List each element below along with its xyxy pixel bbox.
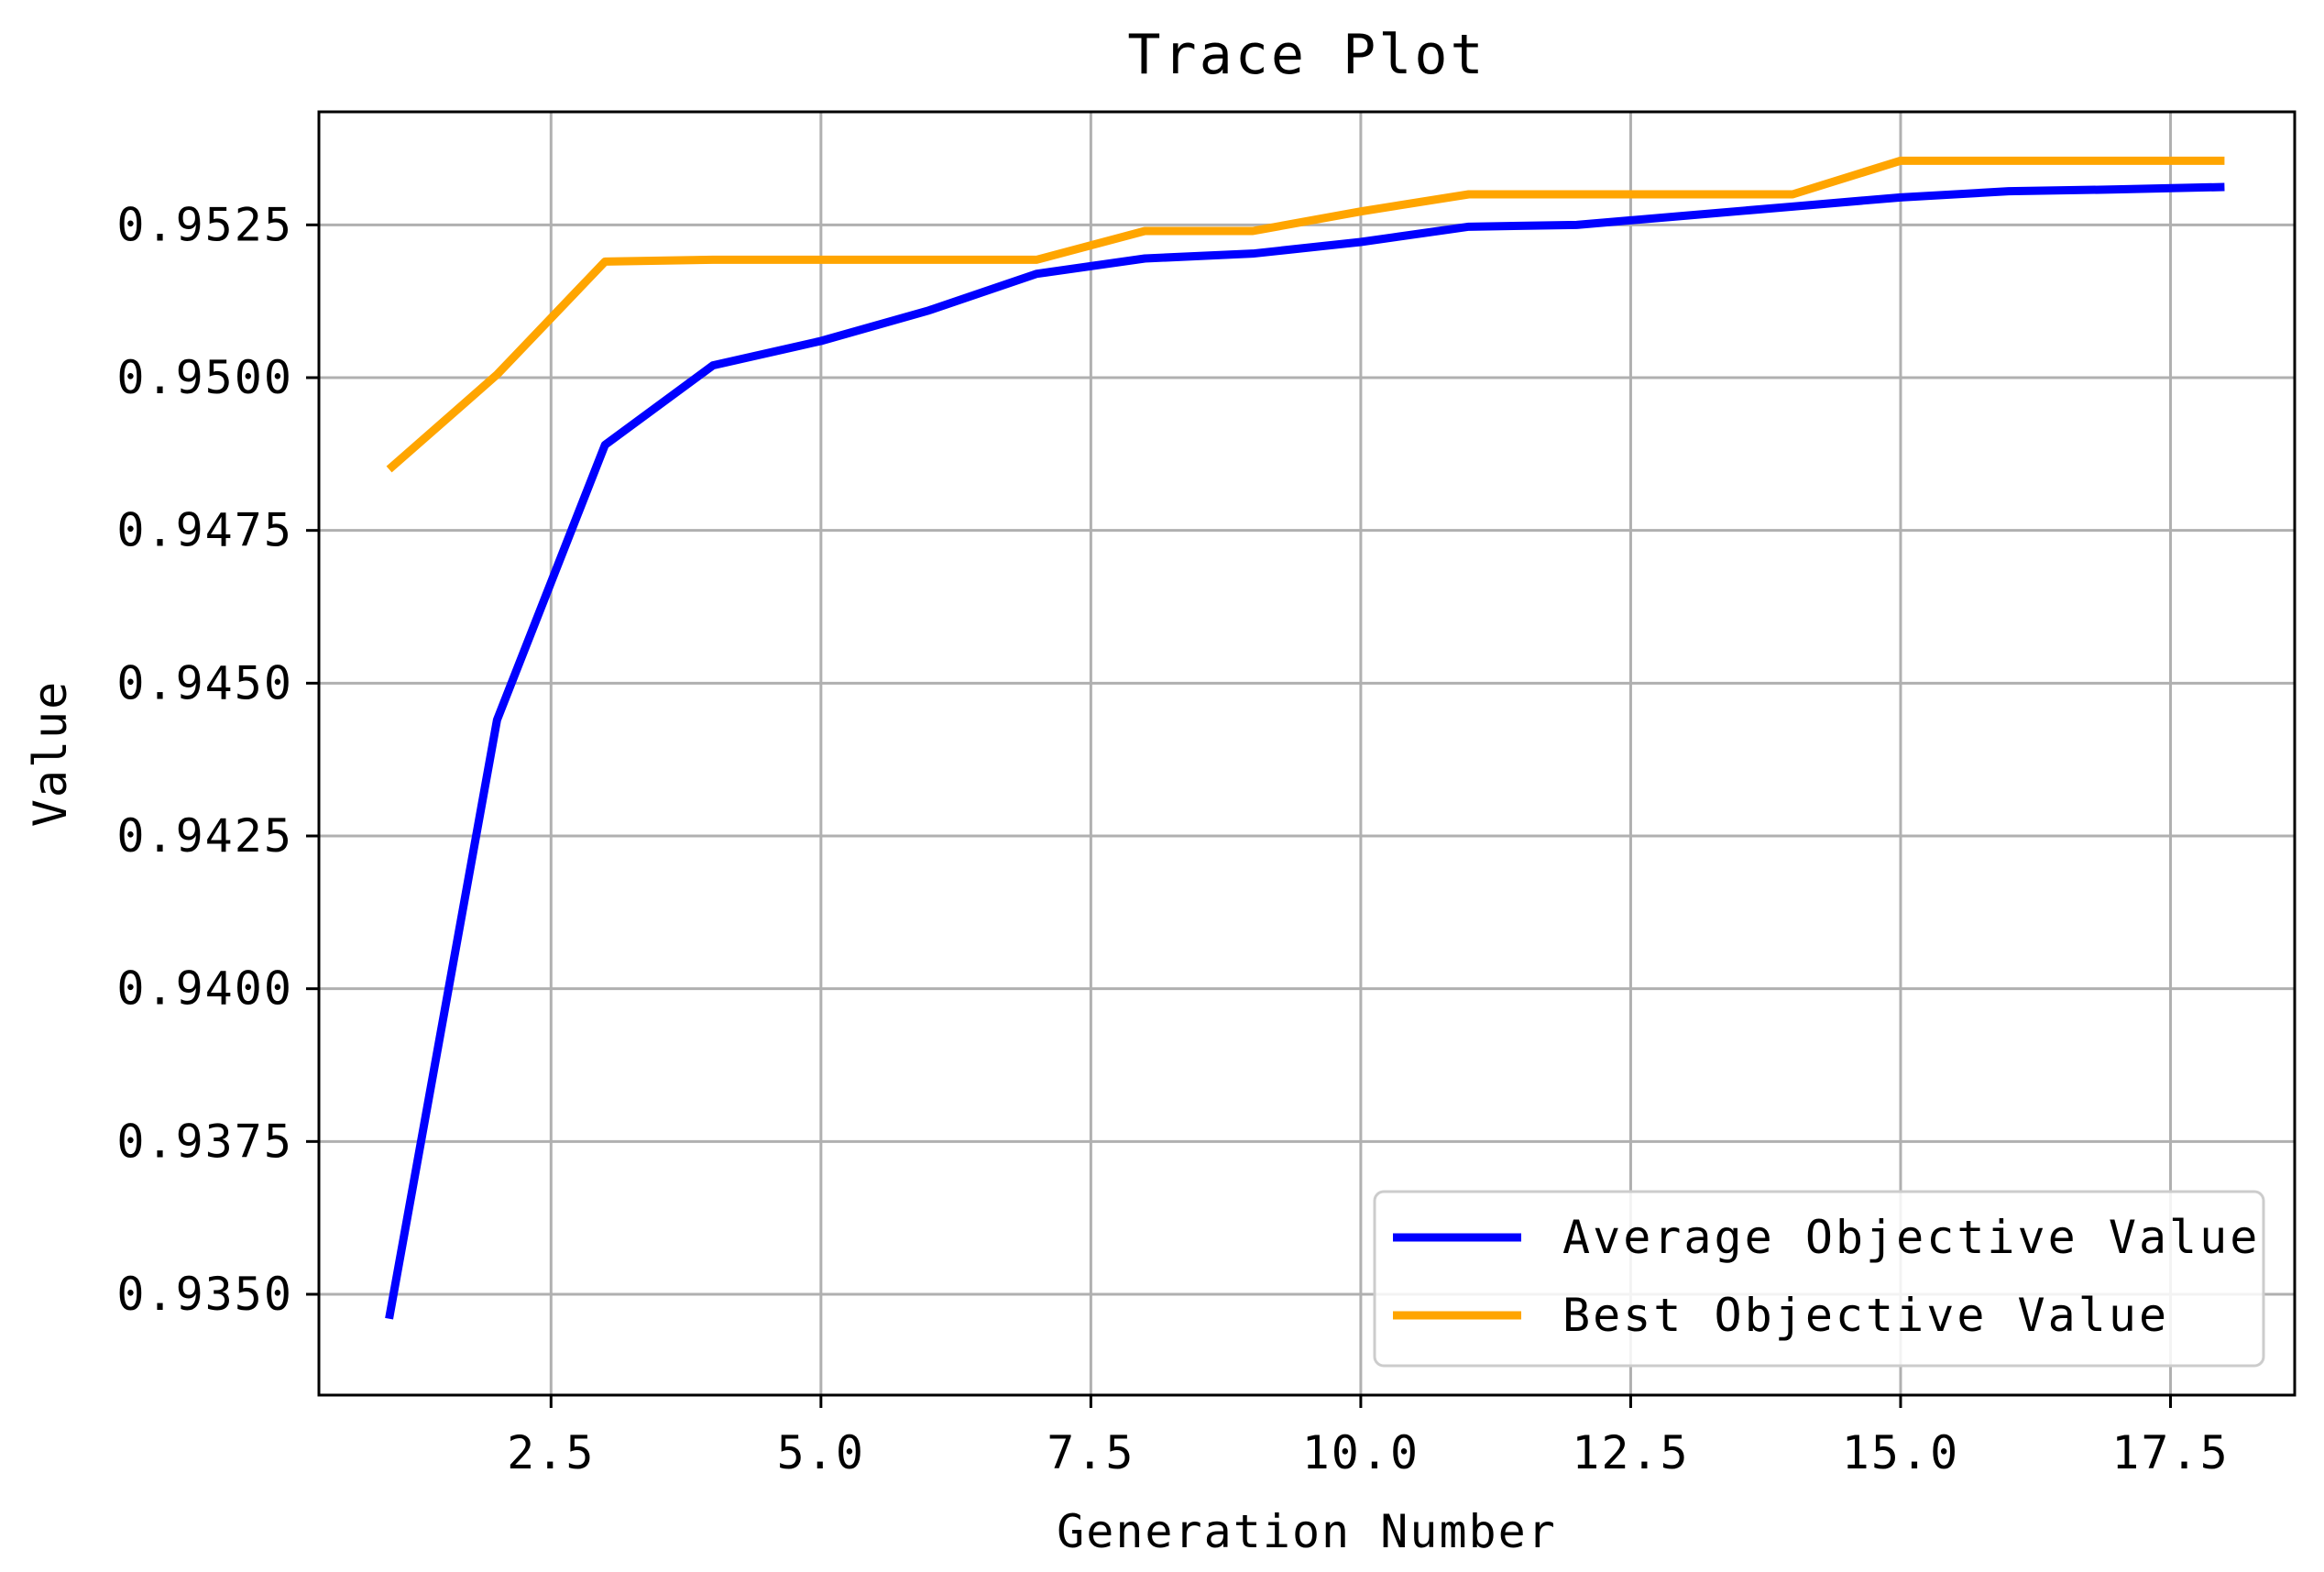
legend: Average Objective Value Best Objective V… xyxy=(1373,1190,2265,1368)
legend-label-best: Best Objective Value xyxy=(1562,1289,2169,1342)
x-tick-label: 15.0 xyxy=(1842,1426,1959,1479)
series-line-best xyxy=(386,156,2225,473)
x-axis-label: Generation Number xyxy=(1057,1505,1557,1558)
series-line-average xyxy=(385,182,2225,1320)
plot-frame xyxy=(317,110,2297,1397)
y-tick-label: 0.9375 xyxy=(116,1115,293,1168)
y-tick-label: 0.9425 xyxy=(116,809,293,863)
series-layer xyxy=(385,156,2225,1320)
y-tick-label: 0.9450 xyxy=(116,656,293,709)
tick-layer: 2.5 5.0 7.5 10.0 12.5 15.0 17.5 0.9350 0.9375 0.9… xyxy=(116,198,2229,1479)
legend-box xyxy=(1373,1190,2265,1368)
chart-title: Trace Plot xyxy=(1127,23,1485,87)
x-tick-label: 12.5 xyxy=(1572,1426,1689,1479)
y-axis-label: Value xyxy=(24,680,77,828)
x-tick-label: 17.5 xyxy=(2111,1426,2229,1479)
y-tick-label: 0.9475 xyxy=(116,504,293,557)
y-tick-label: 0.9525 xyxy=(116,198,293,251)
legend-label-average: Average Objective Value xyxy=(1562,1211,2260,1264)
x-tick-label: 5.0 xyxy=(777,1426,865,1479)
y-tick-label: 0.9350 xyxy=(116,1268,293,1321)
x-tick-label: 7.5 xyxy=(1047,1426,1135,1479)
x-tick-label: 10.0 xyxy=(1302,1426,1420,1479)
y-tick-label: 0.9500 xyxy=(116,351,293,404)
x-tick-label: 2.5 xyxy=(507,1426,595,1479)
grid-layer xyxy=(319,112,2295,1395)
y-tick-label: 0.9400 xyxy=(116,962,293,1016)
